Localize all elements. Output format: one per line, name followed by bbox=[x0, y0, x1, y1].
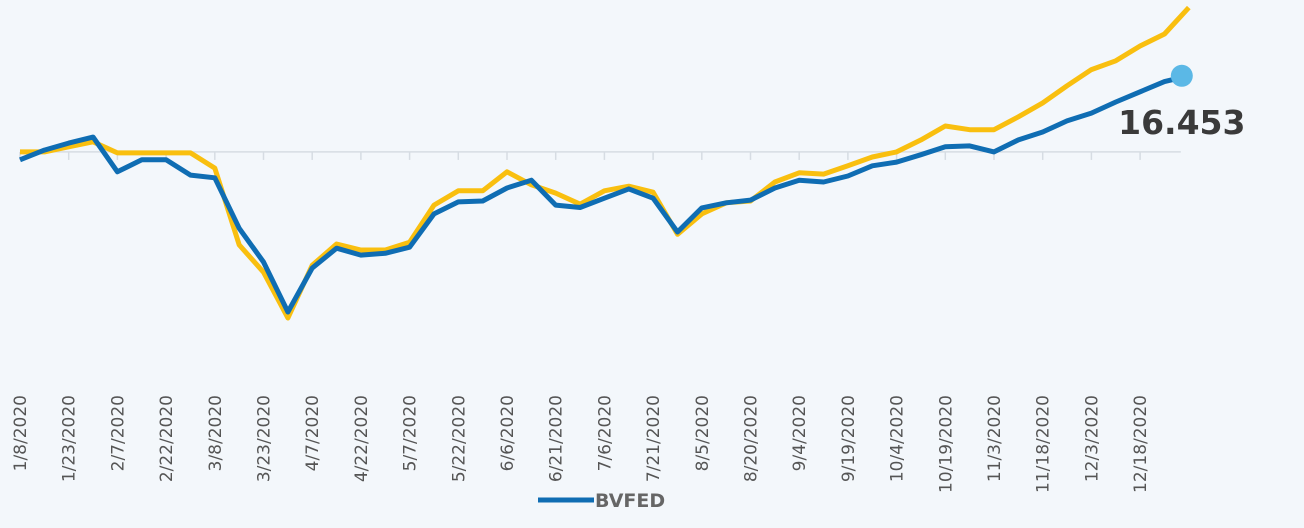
x-tick-label: 12/18/2020 bbox=[1131, 395, 1151, 493]
endpoint-marker bbox=[1170, 64, 1193, 87]
x-tick-label: 3/8/2020 bbox=[206, 395, 226, 471]
x-tick-label: 11/3/2020 bbox=[985, 395, 1005, 482]
legend-text: BVFED bbox=[595, 490, 665, 512]
x-tick-label: 9/4/2020 bbox=[790, 395, 810, 471]
x-tick-label: 3/23/2020 bbox=[255, 395, 275, 482]
x-tick-label: 11/18/2020 bbox=[1034, 395, 1054, 493]
x-tick-label: 7/21/2020 bbox=[644, 395, 664, 482]
x-tick-label: 4/22/2020 bbox=[352, 395, 372, 482]
x-tick-label: 1/23/2020 bbox=[60, 395, 80, 482]
value-label: 16.453 bbox=[1118, 103, 1245, 142]
x-tick-label: 12/3/2020 bbox=[1082, 395, 1102, 482]
x-tick-label: 7/6/2020 bbox=[595, 395, 615, 471]
x-tick-label: 2/22/2020 bbox=[157, 395, 177, 482]
x-tick-label: 10/19/2020 bbox=[936, 395, 956, 493]
x-tick-label: 6/21/2020 bbox=[547, 395, 567, 482]
x-tick-label: 8/5/2020 bbox=[693, 395, 713, 471]
x-tick-label: 8/20/2020 bbox=[742, 395, 762, 482]
series-line bbox=[19, 73, 1190, 315]
x-tick-label: 10/4/2020 bbox=[888, 395, 908, 482]
x-tick-label: 9/19/2020 bbox=[839, 395, 859, 482]
x-tick-label: 2/7/2020 bbox=[108, 395, 128, 471]
series-line bbox=[20, 5, 1191, 321]
x-tick-label: 5/22/2020 bbox=[449, 395, 469, 482]
x-tick-label: 6/6/2020 bbox=[498, 395, 518, 471]
x-tick-label: 5/7/2020 bbox=[401, 395, 421, 471]
x-tick-label: 1/8/2020 bbox=[11, 395, 31, 471]
x-tick-label: 4/7/2020 bbox=[303, 395, 323, 471]
